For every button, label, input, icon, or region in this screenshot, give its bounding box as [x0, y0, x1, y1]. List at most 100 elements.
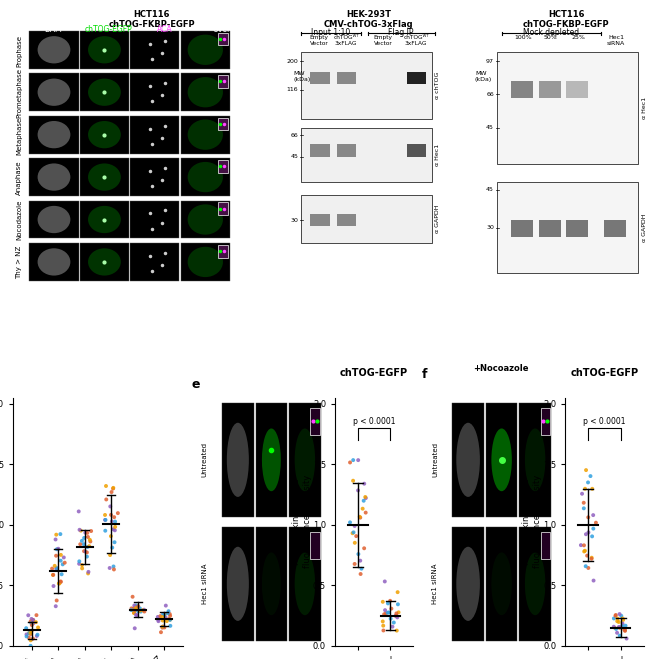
- Point: [112, 508, 123, 519]
- Point: [350, 559, 360, 569]
- Point: [391, 608, 402, 619]
- Point: [578, 540, 589, 551]
- Point: [586, 552, 597, 563]
- Point: [48, 569, 58, 580]
- Text: 45: 45: [486, 187, 494, 192]
- Point: [618, 614, 628, 624]
- Ellipse shape: [227, 547, 249, 621]
- Point: [359, 543, 369, 554]
- Point: [380, 576, 390, 587]
- Point: [105, 550, 115, 560]
- Ellipse shape: [262, 428, 281, 491]
- Text: ACA/chTOG: ACA/chTOG: [289, 386, 326, 390]
- Text: p < 0.0001: p < 0.0001: [583, 416, 626, 426]
- Point: [361, 507, 371, 518]
- Bar: [218, 117, 228, 130]
- Text: Empty
Vector: Empty Vector: [309, 36, 329, 46]
- Point: [612, 616, 623, 627]
- Bar: [407, 72, 426, 84]
- Point: [100, 515, 110, 525]
- Point: [131, 602, 141, 613]
- Point: [348, 527, 359, 538]
- Bar: [130, 200, 179, 239]
- Text: 97: 97: [486, 59, 494, 64]
- Point: [618, 618, 628, 629]
- Point: [81, 546, 91, 557]
- Point: [158, 621, 168, 632]
- Bar: [541, 408, 550, 435]
- Ellipse shape: [88, 121, 121, 148]
- Text: α GAPDH: α GAPDH: [436, 204, 441, 233]
- Ellipse shape: [294, 552, 315, 616]
- Point: [391, 611, 401, 621]
- Point: [55, 576, 66, 587]
- Text: Prophase: Prophase: [16, 34, 22, 67]
- Point: [108, 482, 118, 493]
- Text: α Hec1: α Hec1: [642, 97, 647, 119]
- Bar: [302, 52, 432, 119]
- Ellipse shape: [38, 78, 70, 106]
- Point: [83, 532, 93, 542]
- Text: ACA: ACA: [157, 25, 172, 34]
- Point: [165, 614, 176, 625]
- Bar: [29, 73, 79, 111]
- Point: [384, 607, 394, 617]
- Point: [153, 616, 164, 627]
- Point: [393, 587, 403, 598]
- Point: [110, 516, 120, 527]
- Point: [351, 531, 361, 542]
- Text: α Hec1: α Hec1: [436, 144, 441, 166]
- Point: [109, 561, 119, 572]
- Point: [77, 536, 87, 546]
- Point: [591, 517, 601, 528]
- Ellipse shape: [88, 248, 121, 275]
- Text: 116: 116: [287, 88, 298, 92]
- Point: [382, 608, 393, 618]
- Bar: [604, 81, 627, 98]
- Point: [58, 552, 69, 563]
- Point: [164, 614, 174, 624]
- Text: 30: 30: [291, 217, 298, 223]
- Point: [160, 609, 170, 619]
- Ellipse shape: [491, 552, 512, 616]
- Point: [138, 605, 148, 616]
- Point: [47, 563, 57, 574]
- Ellipse shape: [294, 428, 315, 491]
- Point: [620, 625, 630, 636]
- Point: [109, 537, 120, 548]
- Text: 30: 30: [486, 225, 494, 231]
- Ellipse shape: [38, 163, 70, 190]
- Point: [129, 600, 140, 611]
- Point: [127, 592, 138, 602]
- Point: [578, 498, 589, 508]
- Point: [385, 596, 395, 606]
- Point: [100, 525, 110, 536]
- Point: [620, 620, 630, 631]
- Point: [129, 623, 140, 633]
- Bar: [218, 160, 228, 173]
- Bar: [310, 144, 330, 157]
- Point: [157, 622, 168, 633]
- Point: [107, 542, 118, 553]
- Point: [353, 485, 363, 496]
- Ellipse shape: [188, 246, 223, 277]
- Bar: [539, 81, 561, 98]
- Point: [614, 617, 624, 627]
- Point: [51, 544, 62, 554]
- Point: [583, 563, 593, 573]
- Ellipse shape: [188, 162, 223, 192]
- Point: [580, 561, 591, 571]
- Bar: [452, 403, 484, 517]
- Text: DAPI: DAPI: [461, 384, 476, 390]
- Bar: [80, 200, 129, 239]
- Bar: [181, 116, 230, 154]
- Point: [31, 610, 42, 620]
- Point: [588, 510, 599, 521]
- Point: [581, 465, 592, 475]
- Ellipse shape: [188, 77, 223, 107]
- Point: [129, 603, 139, 614]
- Point: [107, 487, 117, 498]
- Bar: [311, 532, 320, 559]
- Point: [130, 604, 140, 615]
- Text: e: e: [192, 378, 200, 391]
